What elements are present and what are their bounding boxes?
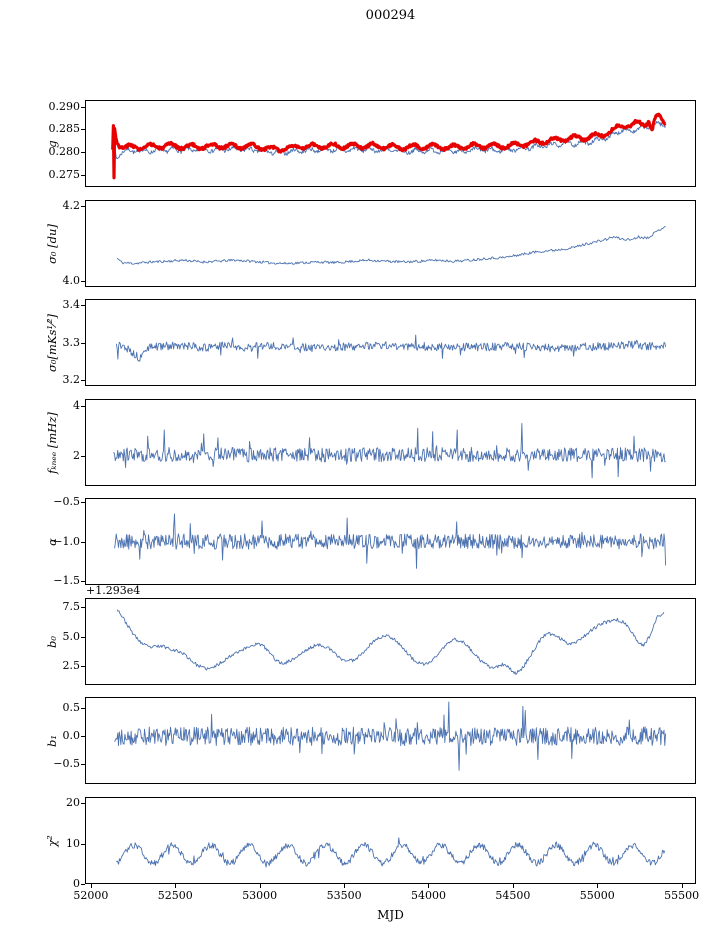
y-tick-label: 3.2 [62, 373, 81, 387]
x-tick-label: 55000 [579, 889, 615, 902]
y-tick-mark [81, 803, 85, 805]
x-tick-label: 54000 [410, 889, 446, 902]
y-tick-label: 2.5 [62, 659, 81, 673]
y-axis-label-fknee: fₖₙₑₑ [mHz] [45, 411, 59, 474]
y-tick-mark [81, 342, 85, 344]
y-tick-label: 5.0 [62, 629, 81, 643]
y-tick-label: 0.5 [62, 701, 81, 715]
plot-canvas-g [111, 112, 667, 180]
series-sigma0-du [116, 225, 666, 265]
x-tick-label: 55500 [664, 889, 700, 902]
y-tick-label: 10 [66, 836, 80, 850]
y-tick-label: 4.0 [62, 274, 81, 288]
y-tick-mark [81, 666, 85, 668]
plot-canvas-b1 [114, 701, 667, 771]
y-tick-mark [81, 541, 85, 543]
y-tick-label: 0 [73, 877, 80, 890]
y-tick-mark [81, 205, 85, 207]
y-tick-mark [81, 129, 85, 131]
x-tick-mark [597, 884, 599, 888]
y-tick-mark [81, 708, 85, 710]
y-tick-label: 20 [66, 796, 80, 810]
x-axis-label: MJD [377, 908, 404, 922]
y-tick-mark [81, 581, 85, 583]
x-tick-mark [175, 884, 177, 888]
y-tick-mark [81, 636, 85, 638]
plot-canvas-b0 [116, 609, 665, 675]
plot-canvas-alpha [114, 513, 667, 569]
y-tick-mark [81, 764, 85, 766]
y-tick-label: −1.0 [53, 534, 80, 548]
subplot-chi2 [85, 797, 696, 884]
y-tick-label: 7.5 [62, 600, 81, 614]
y-tick-mark [81, 304, 85, 306]
series-sigma0-mk [115, 334, 667, 362]
plot-canvas-sigma0-mk [115, 334, 667, 362]
y-tick-mark [81, 884, 85, 885]
subplot-sigma0-du [85, 200, 696, 287]
x-tick-mark [512, 884, 514, 888]
series-fknee [113, 423, 666, 479]
subplot-alpha [85, 498, 696, 585]
series-chi2 [115, 837, 666, 868]
y-tick-mark [81, 843, 85, 845]
x-tick-mark [681, 884, 683, 888]
y-tick-label: 0.290 [48, 99, 81, 113]
series-b0 [116, 609, 665, 675]
subplot-sigma0-mk [85, 299, 696, 386]
y-tick-label: −1.5 [53, 574, 80, 588]
subplot-b0 [85, 598, 696, 685]
y-tick-label: 4 [73, 399, 80, 413]
y-tick-mark [81, 456, 85, 458]
subplot-g [85, 100, 696, 187]
y-tick-label: 0.275 [48, 167, 81, 181]
x-tick-mark [259, 884, 261, 888]
y-tick-mark [81, 380, 85, 382]
x-tick-mark [428, 884, 430, 888]
plot-canvas-fknee [113, 423, 666, 479]
y-tick-label: 3.4 [62, 297, 81, 311]
y-tick-mark [81, 501, 85, 503]
y-tick-label: 2 [73, 449, 80, 463]
y-tick-mark [81, 736, 85, 738]
x-tick-label: 52500 [157, 889, 193, 902]
chart-title: 000294 [365, 8, 416, 23]
series-g-raw [113, 120, 666, 160]
y-tick-mark [81, 406, 85, 408]
x-tick-label: 53500 [326, 889, 362, 902]
y-tick-label: 4.2 [62, 198, 81, 212]
subplot-b1 [85, 697, 696, 784]
y-tick-mark [81, 607, 85, 609]
y-tick-label: 3.3 [62, 335, 81, 349]
x-tick-label: 54500 [495, 889, 531, 902]
x-tick-mark [344, 884, 346, 888]
y-tick-label: −0.5 [53, 757, 80, 771]
x-tick-label: 53000 [242, 889, 278, 902]
y-tick-mark [81, 152, 85, 154]
y-tick-mark [81, 281, 85, 283]
series-g-smoothed [111, 112, 667, 180]
x-tick-mark [90, 884, 92, 888]
plot-canvas-chi2 [115, 837, 666, 868]
y-tick-mark [81, 174, 85, 176]
plot-canvas-sigma0-du [116, 225, 666, 265]
y-tick-label: 0.285 [48, 122, 81, 136]
x-tick-label: 52000 [73, 889, 109, 902]
y-tick-label: 0.280 [48, 145, 81, 159]
subplot-fknee [85, 399, 696, 486]
y-axis-offset-text: +1.293e4 [86, 584, 141, 597]
y-axis-label-sigma0-du: σ₀ [du] [45, 223, 59, 264]
y-tick-label: 0.0 [62, 729, 81, 743]
series-alpha [114, 513, 667, 569]
y-tick-label: −0.5 [53, 494, 80, 508]
series-b1 [114, 701, 667, 771]
y-tick-mark [81, 106, 85, 108]
